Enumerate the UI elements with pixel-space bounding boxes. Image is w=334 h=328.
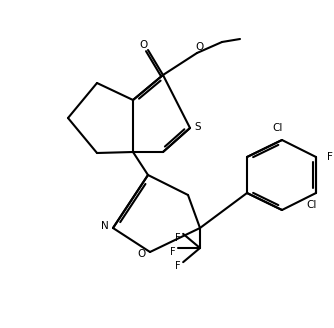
Text: F: F [170,247,176,257]
Text: F: F [175,261,181,271]
Text: F: F [175,233,181,243]
Text: F: F [327,152,333,162]
Text: Cl: Cl [307,200,317,210]
Text: O: O [138,249,146,259]
Text: Cl: Cl [273,123,283,133]
Text: O: O [196,42,204,52]
Text: O: O [140,40,148,50]
Text: S: S [195,122,201,132]
Text: N: N [101,221,109,231]
